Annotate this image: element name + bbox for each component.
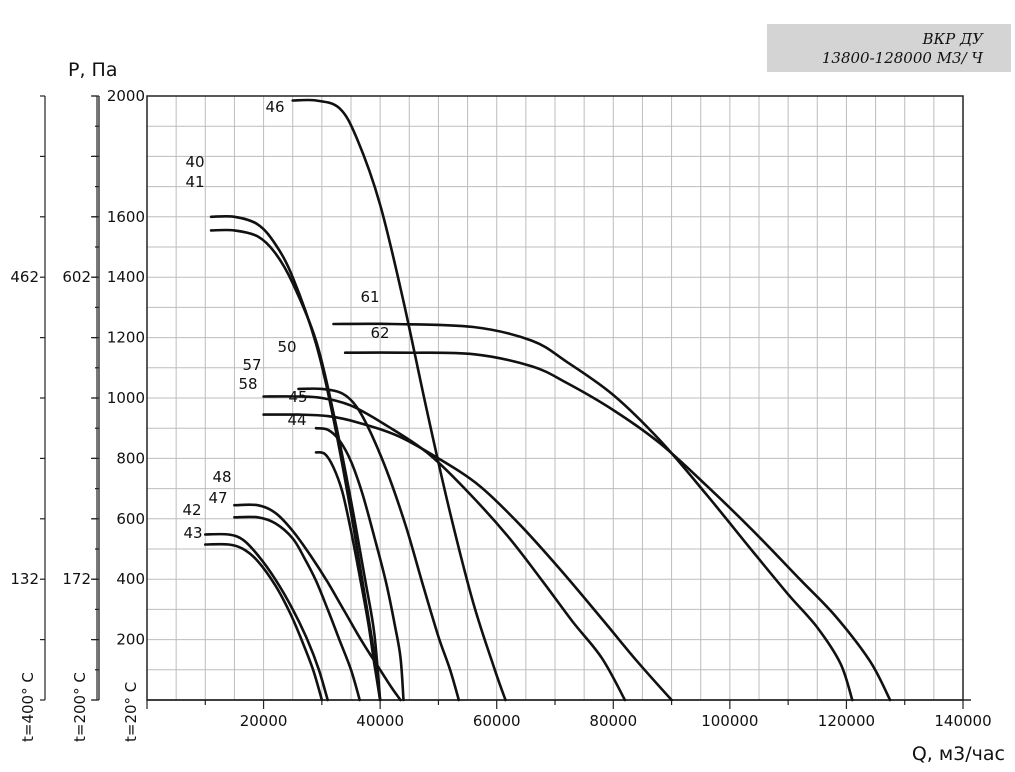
secondary-axis-title: t=400° C <box>19 672 37 742</box>
spec-badge: ВКР ДУ 13800-128000 М3/ Ч <box>767 24 1011 72</box>
x-tick-label: 140000 <box>934 712 991 730</box>
y-tick-label: 2000 <box>107 87 145 105</box>
x-tick-label: 120000 <box>818 712 875 730</box>
curve-50 <box>297 387 461 702</box>
curve-label-57: 57 <box>242 356 261 374</box>
y-tick-label: 1600 <box>107 208 145 226</box>
curve-label-50: 50 <box>277 338 296 356</box>
curve-45 <box>314 426 405 702</box>
grid-layer <box>146 95 964 701</box>
secondary-axis-tick-label: 602 <box>62 268 91 286</box>
curve-label-46: 46 <box>265 98 284 116</box>
curve-57 <box>262 395 627 702</box>
primary-axis-temperature-title: t=20° C <box>122 682 140 742</box>
curve-label-41: 41 <box>185 173 204 191</box>
y-tick-label: 400 <box>116 570 145 588</box>
curve-label-58: 58 <box>238 375 257 393</box>
badge-range: 13800-128000 М3/ Ч <box>821 49 983 67</box>
y-tick-label: 1000 <box>107 389 145 407</box>
curve-label-48: 48 <box>212 468 231 486</box>
curves-layer <box>204 98 892 702</box>
curve-label-45: 45 <box>288 388 307 406</box>
y-axis-title: P, Па <box>68 59 117 81</box>
curve-46 <box>291 98 507 702</box>
secondary-axis-tick-label: 462 <box>10 268 39 286</box>
curve-label-61: 61 <box>360 288 379 306</box>
y-tick-label: 1200 <box>107 329 145 347</box>
curve-label-40: 40 <box>185 153 204 171</box>
x-tick-label: 40000 <box>356 712 404 730</box>
curve-41 <box>209 228 382 702</box>
x-tick-label: 100000 <box>701 712 758 730</box>
x-axis-title: Q, м3/час <box>912 743 1005 765</box>
curve-label-44: 44 <box>287 411 306 429</box>
curve-61 <box>332 322 854 702</box>
curve-44 <box>314 450 382 702</box>
y-tick-label: 600 <box>116 510 145 528</box>
x-tick-label: 60000 <box>473 712 521 730</box>
curve-58 <box>262 413 673 702</box>
curve-43 <box>204 542 324 702</box>
badge-title: ВКР ДУ <box>922 30 983 48</box>
x-tick-label: 80000 <box>589 712 637 730</box>
y-tick-label: 200 <box>116 631 145 649</box>
secondary-axis-tick-label: 132 <box>10 570 39 588</box>
curve-label-42: 42 <box>182 501 201 519</box>
curve-47 <box>233 515 361 702</box>
curve-62 <box>343 351 892 702</box>
curve-label-47: 47 <box>208 489 227 507</box>
secondary-axis-tick-label: 172 <box>62 570 91 588</box>
curve-48 <box>233 503 402 702</box>
secondary-axis-title: t=200° C <box>71 672 89 742</box>
axes-layer <box>40 95 971 709</box>
curve-label-43: 43 <box>183 524 202 542</box>
curve-42 <box>204 532 329 702</box>
y-tick-label: 800 <box>116 449 145 467</box>
labels-layer: 20000 40000 60000 80000 100000 120000 140000 20… <box>10 87 991 742</box>
curve-label-62: 62 <box>370 324 389 342</box>
y-tick-label: 1400 <box>107 268 145 286</box>
x-tick-label: 20000 <box>240 712 288 730</box>
